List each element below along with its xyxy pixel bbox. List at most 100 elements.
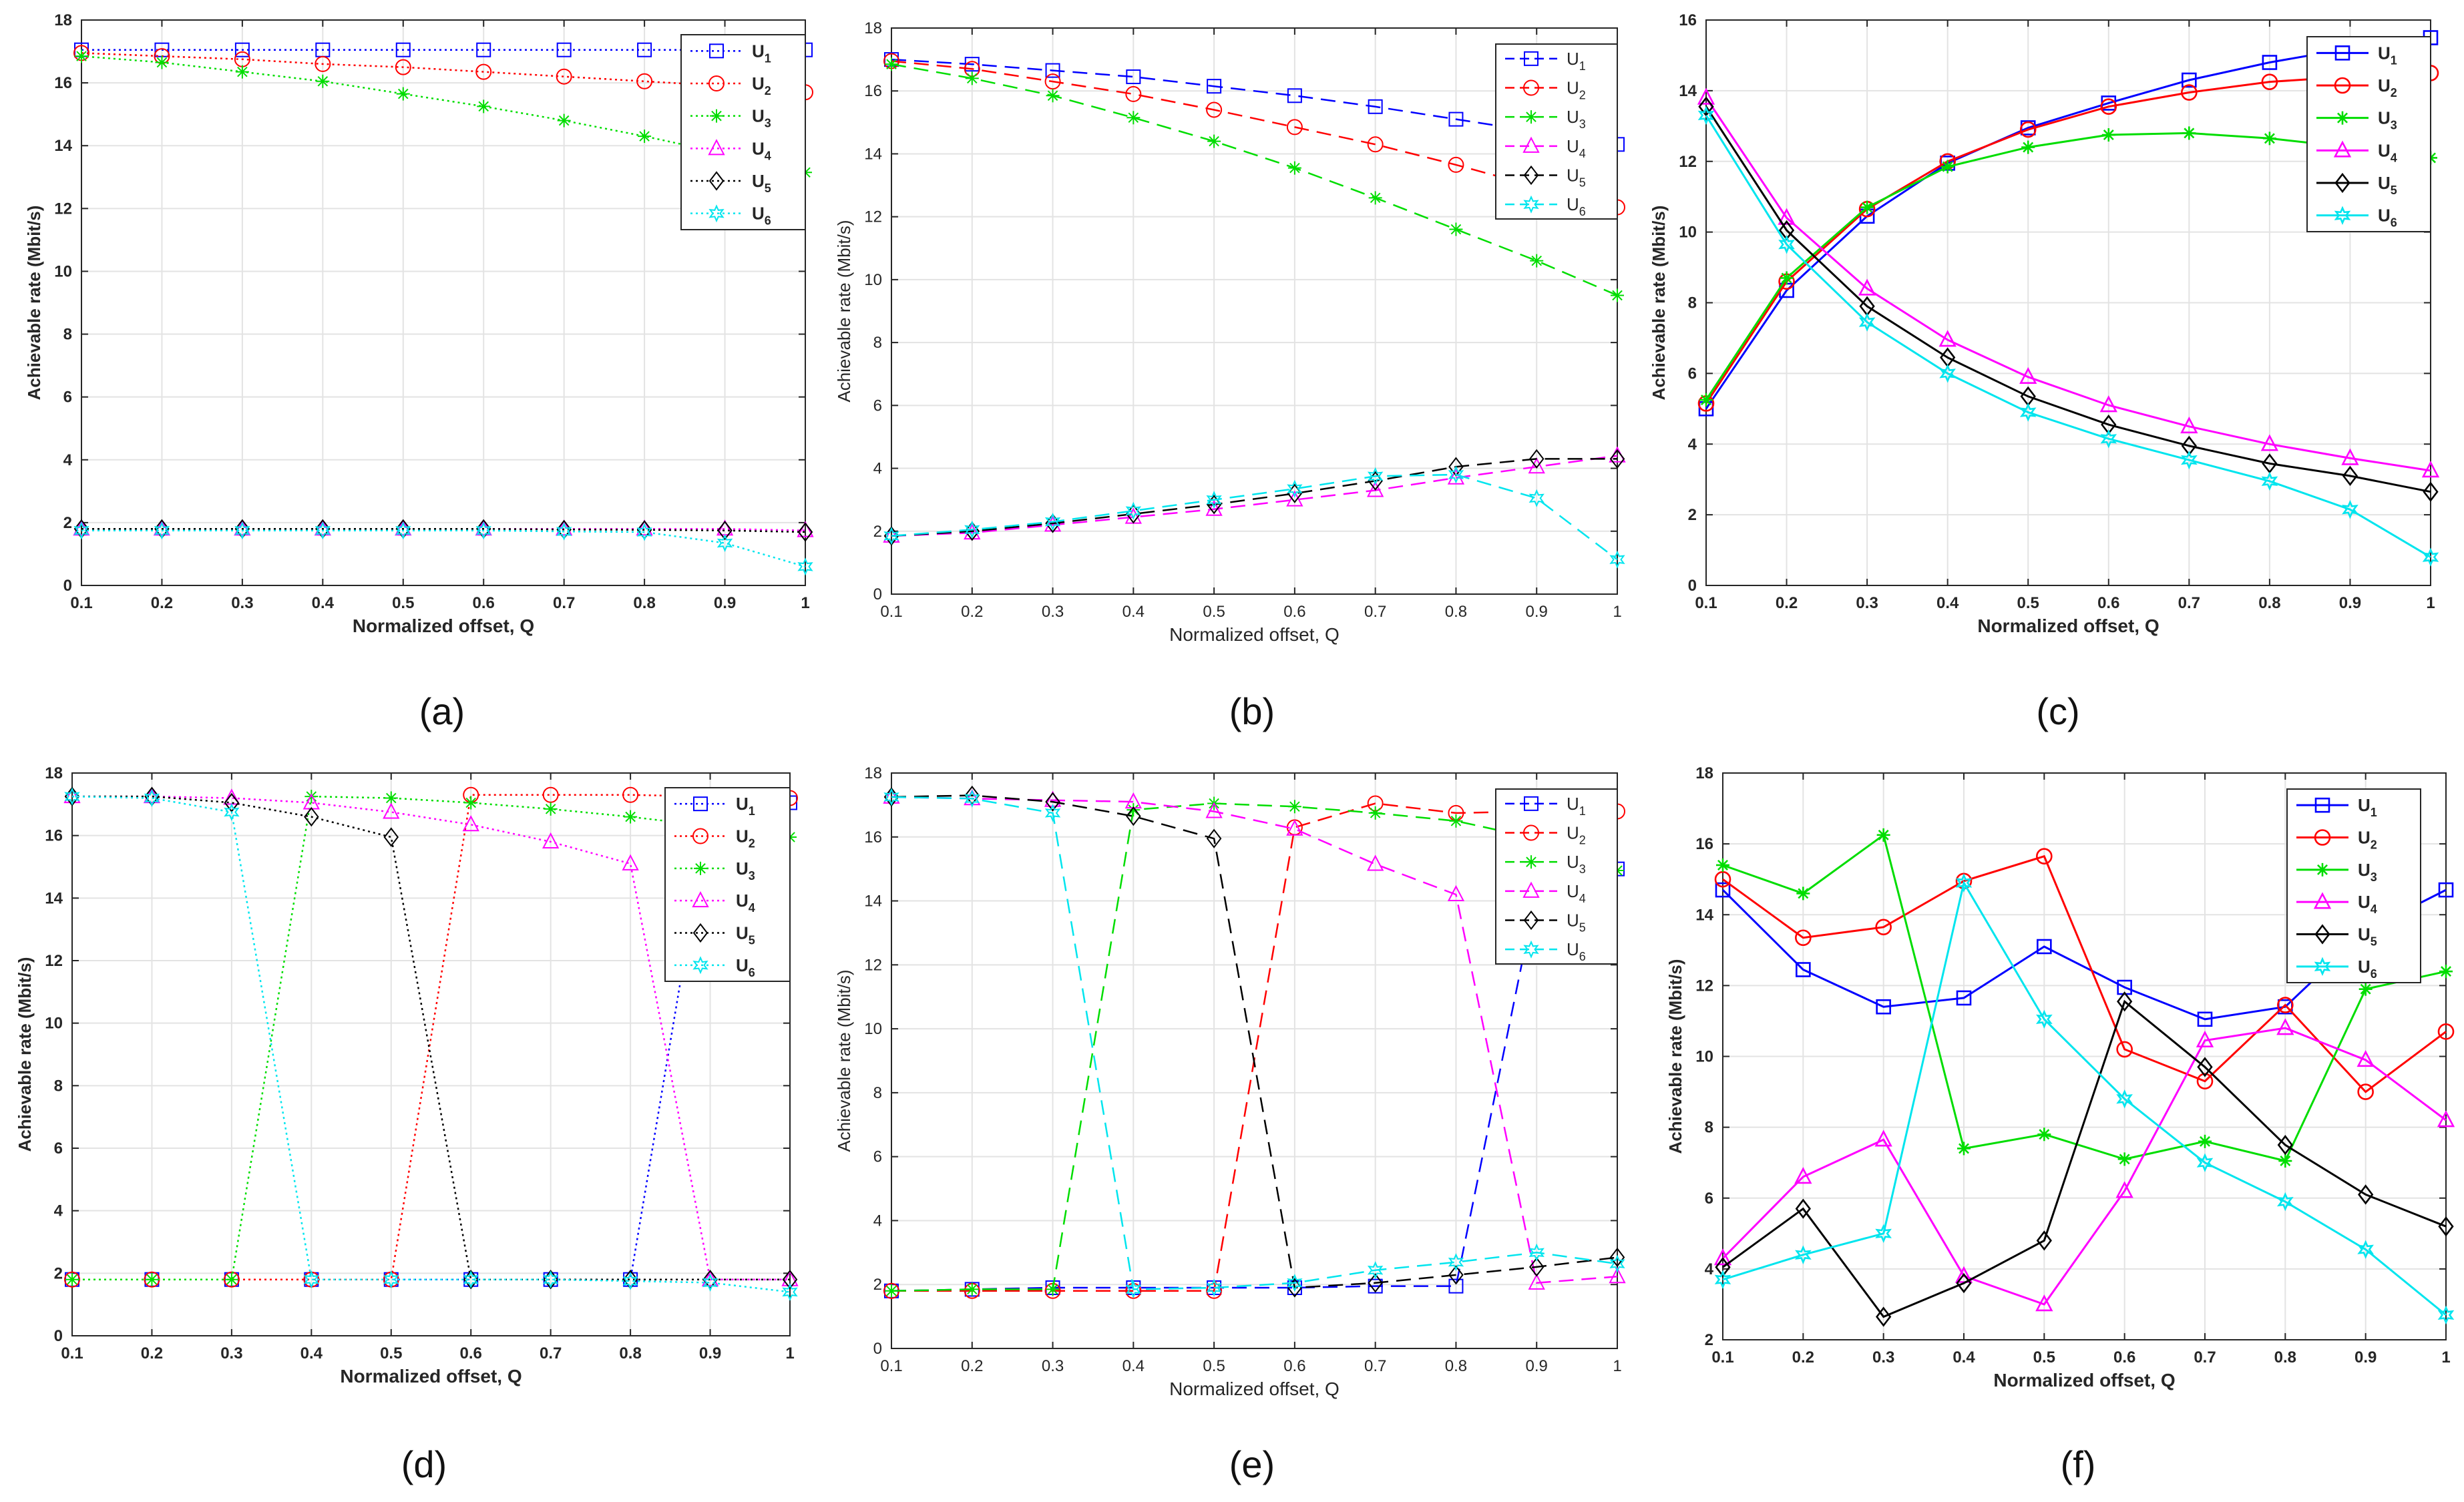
data-point (2180, 416, 2198, 434)
data-point (383, 827, 399, 847)
y-tick-label: 8 (63, 326, 72, 344)
data-point (475, 63, 492, 80)
data-point (1956, 1272, 1972, 1294)
data-point (234, 521, 250, 540)
data-point (224, 803, 240, 821)
data-point (1795, 929, 1812, 947)
series-line (891, 455, 1618, 537)
data-point (2278, 1154, 2292, 1168)
legend-box (2286, 788, 2421, 983)
series-line (891, 473, 1618, 561)
y-tick-label: 6 (1705, 1190, 1713, 1208)
legend-label: U1 (2358, 795, 2377, 819)
data-point (1448, 1278, 1464, 1294)
data-point (2036, 1230, 2052, 1251)
x-tick-label: 0.2 (1792, 1348, 1814, 1366)
data-point (477, 99, 491, 113)
data-point (1367, 136, 1384, 153)
data-point (73, 521, 89, 540)
x-tick-label: 0.9 (1526, 1357, 1548, 1375)
data-point (75, 49, 88, 63)
legend-label: U2 (1567, 78, 1586, 102)
legend-marker (1523, 79, 1539, 96)
data-point (782, 1270, 798, 1290)
x-tick-label: 1 (2426, 594, 2435, 612)
data-point (155, 55, 169, 69)
y-tick-label: 6 (873, 397, 882, 415)
legend-marker (692, 923, 708, 943)
data-point (1796, 887, 1810, 901)
data-point (1609, 1254, 1625, 1273)
data-point (622, 786, 639, 803)
legend-label: U3 (736, 858, 755, 883)
data-point (2116, 1089, 2133, 1109)
data-point (383, 802, 400, 819)
data-point (315, 55, 331, 72)
x-tick-label: 0.8 (1445, 1357, 1467, 1375)
data-point (636, 519, 653, 536)
x-tick-label: 0.1 (880, 603, 902, 621)
data-point (234, 42, 250, 57)
legend-label: U4 (736, 891, 755, 915)
data-point (2437, 1305, 2455, 1325)
y-tick-label: 12 (45, 952, 63, 970)
data-point (1447, 885, 1465, 901)
legend-label: U6 (1567, 194, 1586, 218)
data-point (235, 65, 249, 79)
data-point (2357, 1240, 2374, 1259)
data-point (542, 832, 560, 849)
x-tick-label: 1 (785, 1344, 794, 1362)
data-point (964, 785, 980, 806)
y-tick-label: 2 (54, 1264, 63, 1282)
data-point (1697, 87, 1715, 105)
x-tick-label: 0.3 (1042, 603, 1064, 621)
series-u6 (73, 521, 813, 576)
y-tick-label: 10 (864, 1020, 882, 1038)
x-tick-label: 0.7 (2178, 594, 2200, 612)
series-line (891, 458, 1617, 537)
legend-label: U4 (752, 138, 771, 162)
data-point (556, 68, 572, 85)
y-tick-label: 0 (63, 577, 72, 595)
data-point (637, 42, 652, 57)
x-tick-label: 0.7 (1364, 1357, 1386, 1375)
data-point (1939, 364, 1956, 383)
series-line (72, 795, 790, 1280)
legend-label: U1 (1567, 49, 1586, 73)
data-point (2277, 997, 2294, 1013)
x-tick-label: 0.4 (312, 594, 335, 612)
data-point (2019, 121, 2037, 138)
y-tick-label: 18 (864, 19, 882, 37)
x-tick-label: 0.6 (2097, 594, 2119, 612)
data-point (716, 534, 733, 552)
x-tick-label: 0.3 (1042, 1357, 1064, 1375)
x-axis-label: Normalized offset, Q (1169, 624, 1340, 645)
y-tick-label: 14 (1695, 906, 1713, 924)
y-tick-label: 16 (864, 82, 882, 100)
x-tick-label: 0.2 (151, 594, 173, 612)
panel-caption: (b) (1229, 690, 1275, 732)
legend-label: U1 (752, 41, 771, 65)
data-point (383, 1270, 399, 1289)
y-tick-label: 18 (864, 764, 882, 782)
data-point (1528, 457, 1545, 474)
legend-marker (708, 139, 725, 156)
legend-label: U6 (752, 204, 771, 228)
legend-marker (1522, 881, 1540, 898)
data-point (556, 522, 572, 541)
y-tick-label: 18 (1695, 764, 1713, 782)
x-tick-label: 0.4 (1936, 594, 1959, 612)
data-point (1876, 828, 1890, 842)
x-tick-label: 0.7 (1364, 603, 1386, 621)
x-tick-label: 0.3 (1856, 594, 1878, 612)
data-point (2196, 1153, 2214, 1172)
legend-marker (2313, 892, 2332, 909)
legend-marker (1523, 910, 1539, 931)
data-point (1368, 1273, 1383, 1293)
x-tick-label: 0.8 (633, 594, 655, 612)
data-point (464, 796, 478, 810)
legend-label: U5 (752, 171, 771, 195)
legend-box (664, 787, 791, 982)
y-tick-label: 18 (45, 764, 63, 782)
data-point (1715, 882, 1731, 898)
